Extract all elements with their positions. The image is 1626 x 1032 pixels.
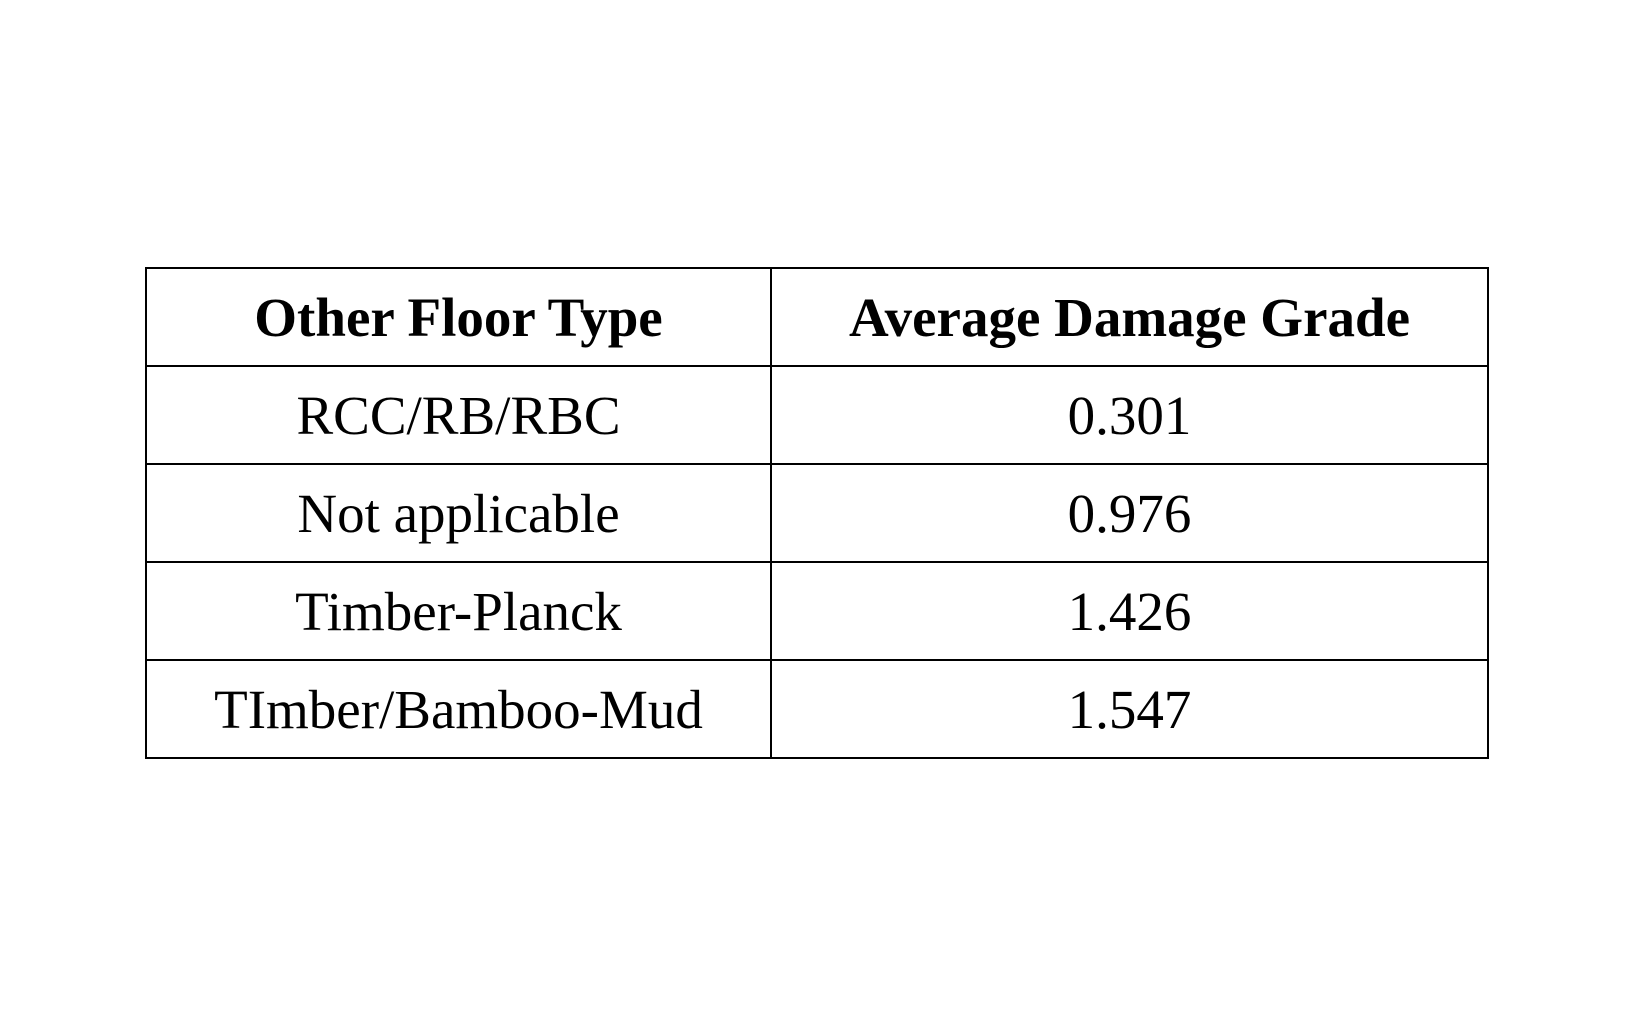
damage-grade-cell: 1.426 [770, 561, 1489, 661]
table-row: Timber-Planck 1.426 [145, 561, 1489, 661]
table-header-row: Other Floor Type Average Damage Grade [145, 267, 1489, 367]
floor-type-cell: Not applicable [145, 463, 772, 563]
damage-grade-cell: 1.547 [770, 659, 1489, 759]
data-table-container: Other Floor Type Average Damage Grade RC… [145, 267, 1489, 759]
table-row: RCC/RB/RBC 0.301 [145, 365, 1489, 465]
floor-type-cell: TImber/Bamboo-Mud [145, 659, 772, 759]
damage-grade-cell: 0.976 [770, 463, 1489, 563]
damage-grade-cell: 0.301 [770, 365, 1489, 465]
table-row: Not applicable 0.976 [145, 463, 1489, 563]
header-floor-type: Other Floor Type [145, 267, 772, 367]
damage-grade-table: Other Floor Type Average Damage Grade RC… [145, 267, 1489, 759]
table-row: TImber/Bamboo-Mud 1.547 [145, 659, 1489, 759]
floor-type-cell: Timber-Planck [145, 561, 772, 661]
floor-type-cell: RCC/RB/RBC [145, 365, 772, 465]
header-average-damage-grade: Average Damage Grade [770, 267, 1489, 367]
